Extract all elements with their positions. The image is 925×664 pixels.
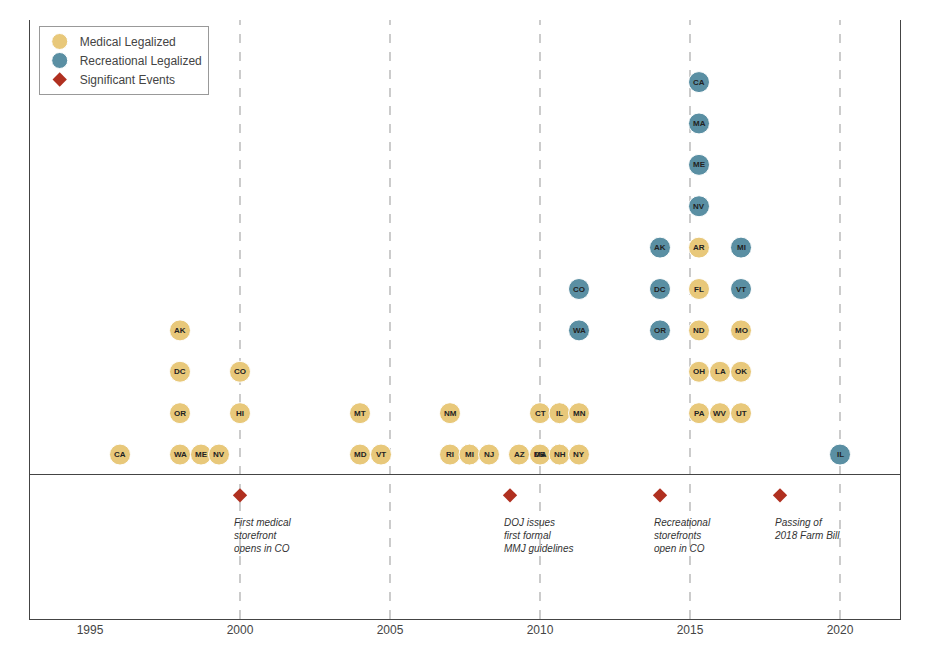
svg-text:VT: VT [736, 285, 746, 294]
svg-text:OK: OK [735, 367, 747, 376]
svg-text:NJ: NJ [484, 450, 494, 459]
svg-text:CO: CO [573, 285, 585, 294]
svg-text:WA: WA [174, 450, 187, 459]
svg-text:WA: WA [573, 326, 586, 335]
svg-text:IL: IL [556, 409, 563, 418]
svg-text:LA: LA [715, 367, 726, 376]
svg-text:2015: 2015 [677, 623, 704, 637]
svg-text:MA: MA [693, 119, 706, 128]
svg-text:CT: CT [535, 409, 546, 418]
svg-text:HI: HI [236, 409, 244, 418]
svg-text:1995: 1995 [77, 623, 104, 637]
svg-text:OR: OR [174, 409, 186, 418]
svg-text:Recreational Legalized: Recreational Legalized [80, 54, 202, 68]
svg-text:DC: DC [174, 367, 186, 376]
svg-text:CA: CA [693, 78, 705, 87]
svg-text:PA: PA [694, 409, 705, 418]
svg-text:AK: AK [174, 326, 186, 335]
svg-text:FL: FL [694, 285, 704, 294]
svg-text:2010: 2010 [527, 623, 554, 637]
svg-text:NV: NV [213, 450, 225, 459]
svg-text:AK: AK [654, 243, 666, 252]
svg-text:AZ: AZ [514, 450, 525, 459]
svg-text:Passing of2018 Farm Bill: Passing of2018 Farm Bill [774, 517, 840, 541]
svg-text:Medical Legalized: Medical Legalized [80, 35, 176, 49]
svg-text:NV: NV [693, 202, 705, 211]
svg-text:ME: ME [195, 450, 208, 459]
svg-text:2005: 2005 [377, 623, 404, 637]
svg-text:DOJ issuesfirst formalMMJ guid: DOJ issuesfirst formalMMJ guidelines [504, 517, 573, 554]
svg-text:MO: MO [735, 326, 748, 335]
svg-text:NM: NM [444, 409, 457, 418]
svg-text:MI: MI [465, 450, 474, 459]
svg-text:DC: DC [654, 285, 666, 294]
svg-text:NH: NH [554, 450, 566, 459]
svg-text:First medicalstorefrontopens i: First medicalstorefrontopens in CO [234, 517, 291, 554]
svg-text:OR: OR [654, 326, 666, 335]
svg-text:IL: IL [837, 450, 844, 459]
svg-text:UT: UT [736, 409, 747, 418]
svg-text:Significant Events: Significant Events [80, 73, 175, 87]
svg-text:MI: MI [737, 243, 746, 252]
svg-text:MN: MN [573, 409, 586, 418]
svg-text:OH: OH [693, 367, 705, 376]
svg-text:WV: WV [713, 409, 727, 418]
svg-text:Recreationalstorefrontsopen in: Recreationalstorefrontsopen in CO [654, 517, 711, 554]
svg-text:MA: MA [534, 450, 547, 459]
svg-text:ME: ME [693, 160, 706, 169]
svg-text:MT: MT [354, 409, 366, 418]
svg-text:2000: 2000 [227, 623, 254, 637]
svg-text:CO: CO [234, 367, 246, 376]
svg-text:RI: RI [446, 450, 454, 459]
svg-text:AR: AR [693, 243, 705, 252]
svg-text:DE: DE [534, 450, 546, 459]
svg-text:VT: VT [376, 450, 386, 459]
svg-text:ND: ND [693, 326, 705, 335]
svg-text:CA: CA [114, 450, 126, 459]
svg-text:2020: 2020 [827, 623, 854, 637]
svg-text:MD: MD [354, 450, 367, 459]
svg-text:NY: NY [573, 450, 585, 459]
